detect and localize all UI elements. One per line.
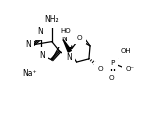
Text: N: N — [61, 34, 67, 43]
Text: NH₂: NH₂ — [45, 15, 59, 24]
Text: O: O — [109, 75, 114, 81]
Text: N: N — [25, 40, 31, 49]
Text: OH: OH — [121, 48, 131, 54]
Text: Na⁺: Na⁺ — [22, 69, 37, 78]
Text: O: O — [98, 66, 104, 72]
Text: HO: HO — [60, 28, 71, 34]
Text: N: N — [66, 53, 72, 62]
Text: P: P — [110, 60, 115, 66]
Polygon shape — [63, 39, 71, 52]
Text: N: N — [38, 27, 44, 36]
Text: O: O — [77, 35, 83, 41]
Text: N: N — [39, 51, 45, 60]
Text: O⁻: O⁻ — [126, 66, 135, 72]
